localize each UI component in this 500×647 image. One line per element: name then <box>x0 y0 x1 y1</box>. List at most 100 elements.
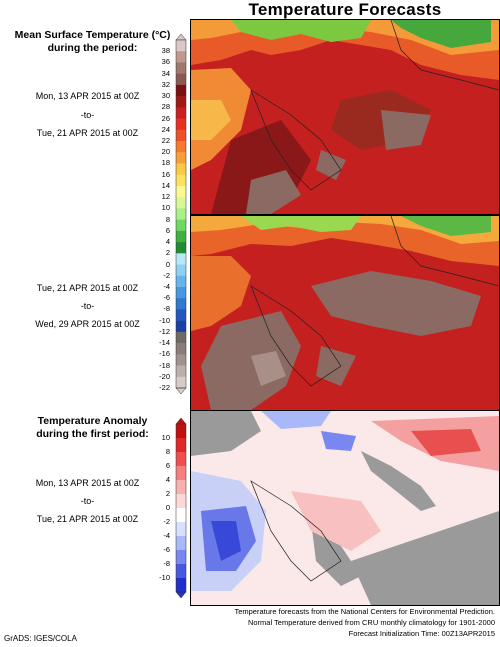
anomaly-section-title: Temperature Anomaly during the first per… <box>0 415 185 441</box>
temperature-colorbar-labels: 38 36 34 32 30 28 26 24 22 20 18 16 14 12 10 8 6 4 2 0 -2 -4-… <box>150 34 172 394</box>
colorbar-swatch <box>176 275 186 288</box>
colorbar-outline <box>175 423 187 593</box>
temperature-section-title: Mean Surface Temperature (°C) during the… <box>0 29 185 55</box>
anomaly-colorbar <box>150 417 190 599</box>
colorbar-label: -16 <box>159 349 170 359</box>
footer-notes: Temperature forecasts from the National … <box>190 606 495 639</box>
temperature-title-line2: during the period: <box>47 42 138 54</box>
footer-line2: Normal Temperature derived from CRU mont… <box>247 618 495 627</box>
footer-line1: Temperature forecasts from the National … <box>234 607 495 616</box>
colorbar-label: -4 <box>163 281 170 291</box>
colorbar-swatch <box>176 163 186 176</box>
period1-start: Mon, 13 APR 2015 at 00Z <box>35 91 140 101</box>
colorbar-swatch <box>176 73 186 86</box>
period2-start: Tue, 21 APR 2015 at 00Z <box>36 283 139 293</box>
colorbar-swatch <box>176 219 186 232</box>
colorbar-swatch <box>176 480 186 495</box>
colorbar-label: 6 <box>165 461 170 470</box>
colorbar-swatch <box>176 508 186 523</box>
period2-sep: -to- <box>80 301 95 311</box>
anomaly-map <box>190 410 500 606</box>
colorbar-label: 10 <box>161 203 170 213</box>
colorbar-label: 24 <box>161 124 170 134</box>
colorbar-swatch <box>176 494 186 509</box>
colorbar-swatch <box>176 264 186 277</box>
grads-credit: GrADS: IGES/COLA <box>4 634 77 643</box>
colorbar-swatch <box>176 230 186 243</box>
colorbar-label: 6 <box>165 225 170 235</box>
colorbar-swatch <box>176 51 186 63</box>
colorbar-label: -8 <box>163 559 170 568</box>
colorbar-swatch <box>176 578 186 593</box>
colorbar-swatch <box>176 320 186 333</box>
colorbar-arrow-top <box>175 417 187 425</box>
colorbar-label: -6 <box>163 545 170 554</box>
colorbar-label: -20 <box>159 371 170 381</box>
colorbar-label: 10 <box>161 433 170 442</box>
colorbar-label: 32 <box>161 79 170 89</box>
period3-end: Tue, 21 APR 2015 at 00Z <box>36 514 139 524</box>
colorbar-swatch <box>176 522 186 537</box>
period1-sep: -to- <box>80 110 95 120</box>
colorbar-label: 16 <box>161 169 170 179</box>
colorbar-label: -10 <box>159 573 170 582</box>
colorbar-swatch <box>176 141 186 153</box>
colorbar-swatch <box>176 536 186 551</box>
colorbar-label: 22 <box>161 136 170 146</box>
colorbar-swatch <box>176 309 186 321</box>
colorbar-label: 4 <box>165 475 170 484</box>
colorbar-swatch <box>176 298 186 310</box>
colorbar-swatch <box>176 118 186 131</box>
page-title: Temperature Forecasts <box>248 0 442 19</box>
colorbar-swatch <box>176 185 186 198</box>
colorbar-label: 38 <box>161 46 170 56</box>
colorbar-swatch <box>176 466 186 481</box>
colorbar-swatch <box>176 452 186 467</box>
colorbar-label: -4 <box>163 531 170 540</box>
colorbar-swatch <box>176 376 186 389</box>
colorbar-swatch <box>176 550 186 565</box>
colorbar-label: 2 <box>165 248 170 258</box>
colorbar-swatch <box>176 208 186 220</box>
period1-end: Tue, 21 APR 2015 at 00Z <box>36 128 139 138</box>
colorbar-label: 8 <box>165 214 170 224</box>
colorbar-swatch <box>176 174 186 187</box>
anomaly-title-line1: Temperature Anomaly <box>37 415 148 427</box>
anomaly-colorbar-labels: 10 8 6 4 2 0 -2 -4 -6 -8 -10 <box>150 418 172 598</box>
colorbar-swatch <box>176 62 186 74</box>
anomaly-title-line2: during the first period: <box>36 428 149 440</box>
colorbar-label: 0 <box>165 503 170 512</box>
colorbar-label: 8 <box>165 447 170 456</box>
colorbar-label: -2 <box>163 270 170 280</box>
footer-line3: Forecast Initialization Time: 00Z13APR20… <box>348 629 495 638</box>
colorbar-label: -8 <box>163 304 170 314</box>
colorbar-label: 30 <box>161 91 170 101</box>
colorbar-swatch <box>176 564 186 579</box>
colorbar-label: -22 <box>159 383 170 392</box>
colorbar-label: -6 <box>163 293 170 303</box>
colorbar-swatch <box>176 107 186 119</box>
colorbar-label: -2 <box>163 517 170 526</box>
temperature-colorbar-graphic <box>175 33 187 395</box>
colorbar-swatch <box>176 424 186 439</box>
colorbar-swatch <box>176 253 186 265</box>
colorbar-label: 20 <box>161 147 170 157</box>
colorbar-label: -18 <box>159 360 170 370</box>
colorbar-label: -14 <box>159 338 170 348</box>
colorbar-label: -10 <box>159 315 170 325</box>
colorbar-swatch <box>176 96 186 108</box>
colorbar-swatch <box>176 242 186 254</box>
period3-sep: -to- <box>80 496 95 506</box>
anomaly-colorbar-graphic <box>175 417 187 599</box>
colorbar-label: 0 <box>165 259 170 269</box>
colorbar-arrow-bottom <box>175 591 187 599</box>
colorbar-label: 4 <box>165 237 170 247</box>
colorbar-label: 14 <box>161 180 170 190</box>
colorbar-swatch <box>176 40 186 52</box>
colorbar-swatch <box>176 129 186 142</box>
colorbar-swatch <box>176 343 186 355</box>
colorbar-label: 26 <box>161 113 170 123</box>
colorbar-swatch <box>176 152 186 164</box>
colorbar-arrow-top <box>175 33 187 41</box>
colorbar-swatch <box>176 354 186 366</box>
